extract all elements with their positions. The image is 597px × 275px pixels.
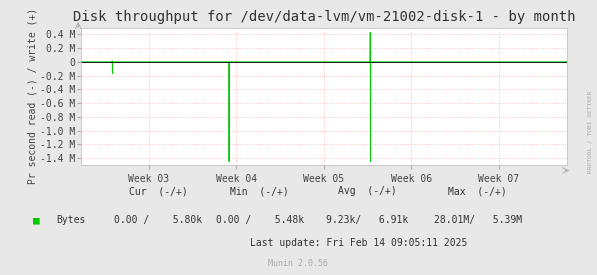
Title: Disk throughput for /dev/data-lvm/vm-21002-disk-1 - by month: Disk throughput for /dev/data-lvm/vm-210…: [73, 10, 575, 24]
Text: 9.23k/   6.91k: 9.23k/ 6.91k: [326, 215, 408, 225]
Text: 28.01M/   5.39M: 28.01M/ 5.39M: [433, 215, 522, 225]
Text: Min  (-/+): Min (-/+): [230, 186, 289, 196]
Text: RRDTOOL / TOBI OETIKER: RRDTOOL / TOBI OETIKER: [588, 91, 593, 173]
Text: ■: ■: [33, 215, 39, 225]
Text: Last update: Fri Feb 14 09:05:11 2025: Last update: Fri Feb 14 09:05:11 2025: [250, 238, 467, 248]
Text: Munin 2.0.56: Munin 2.0.56: [269, 259, 328, 268]
Text: Bytes: Bytes: [57, 215, 86, 225]
Text: 0.00 /    5.48k: 0.00 / 5.48k: [216, 215, 304, 225]
Text: Max  (-/+): Max (-/+): [448, 186, 507, 196]
Text: Cur  (-/+): Cur (-/+): [129, 186, 187, 196]
Text: Avg  (-/+): Avg (-/+): [338, 186, 396, 196]
Y-axis label: Pr second read (-) / write (+): Pr second read (-) / write (+): [27, 8, 37, 184]
Text: 0.00 /    5.80k: 0.00 / 5.80k: [114, 215, 202, 225]
